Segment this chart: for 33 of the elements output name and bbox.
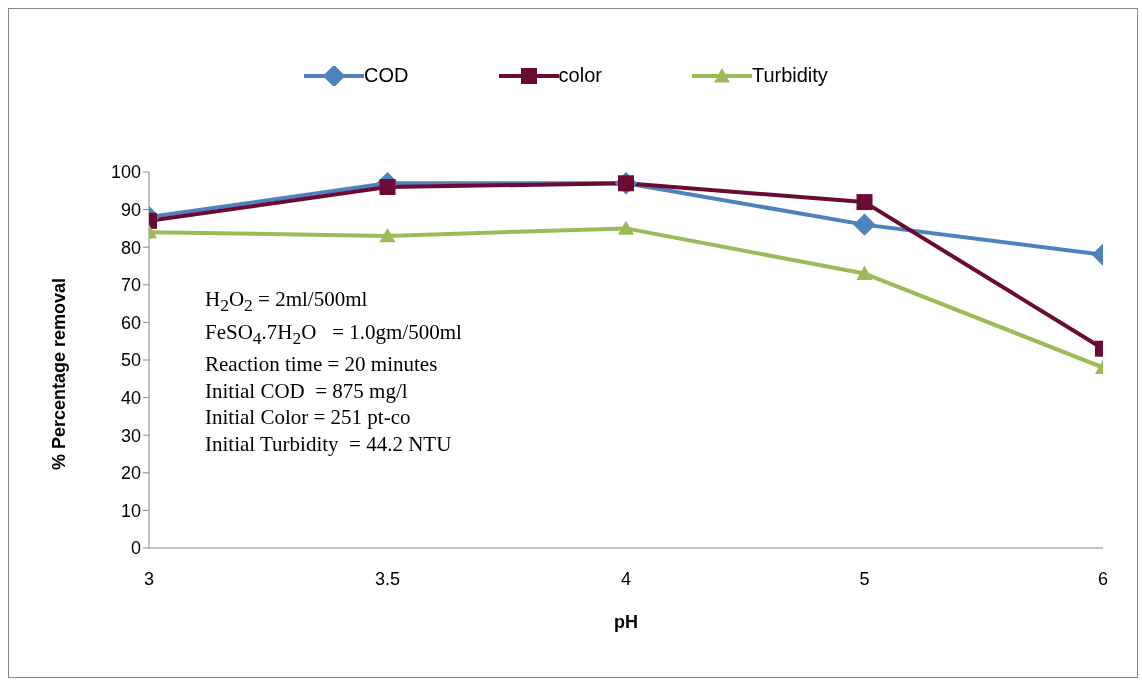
y-tick-label: 40 — [120, 387, 141, 408]
x-tick-label: 3.5 — [374, 568, 401, 589]
x-axis-title: pH — [614, 612, 638, 632]
y-tick-label: 50 — [120, 350, 141, 371]
y-tick-label: 60 — [120, 312, 141, 333]
legend-label: Turbidity — [751, 64, 828, 87]
y-axis-title: % Percentage removal — [49, 277, 70, 470]
y-tick-label: 20 — [120, 463, 141, 484]
point — [379, 227, 396, 243]
y-tick-label: 90 — [120, 199, 141, 220]
annotation: FeSO$_{4}$.7H$_{2}$O = 1.0gm/500ml — [205, 318, 462, 350]
point — [618, 220, 634, 235]
x-tick-label: 5 — [859, 568, 870, 589]
annotation: Reaction time = 20 minutes — [205, 351, 439, 378]
legend-label: color — [558, 64, 602, 87]
point — [856, 265, 873, 280]
y-tick-label: 70 — [120, 275, 141, 296]
y-tick-label: 10 — [120, 500, 141, 521]
annotation: H$_{2}$O$_{2}$ = 2ml/500ml — [205, 286, 369, 318]
point — [856, 194, 873, 211]
x-tick-label: 3 — [143, 568, 155, 589]
point — [379, 179, 396, 196]
annotation: Initial Color = 251 pt-co — [205, 404, 412, 431]
y-tick-label: 100 — [110, 162, 141, 183]
annotation: Initial Turbidity = 44.2 NTU — [205, 430, 453, 458]
x-tick-label: 6 — [1097, 568, 1109, 589]
y-tick-label: 30 — [120, 425, 141, 446]
x-tick-label: 4 — [620, 568, 632, 589]
annotation: Initial COD = 875 mg/l — [205, 377, 409, 405]
legend-label: COD — [364, 64, 409, 87]
y-tick-label: 0 — [130, 538, 141, 559]
y-tick-label: 80 — [120, 237, 141, 258]
point — [853, 213, 876, 236]
